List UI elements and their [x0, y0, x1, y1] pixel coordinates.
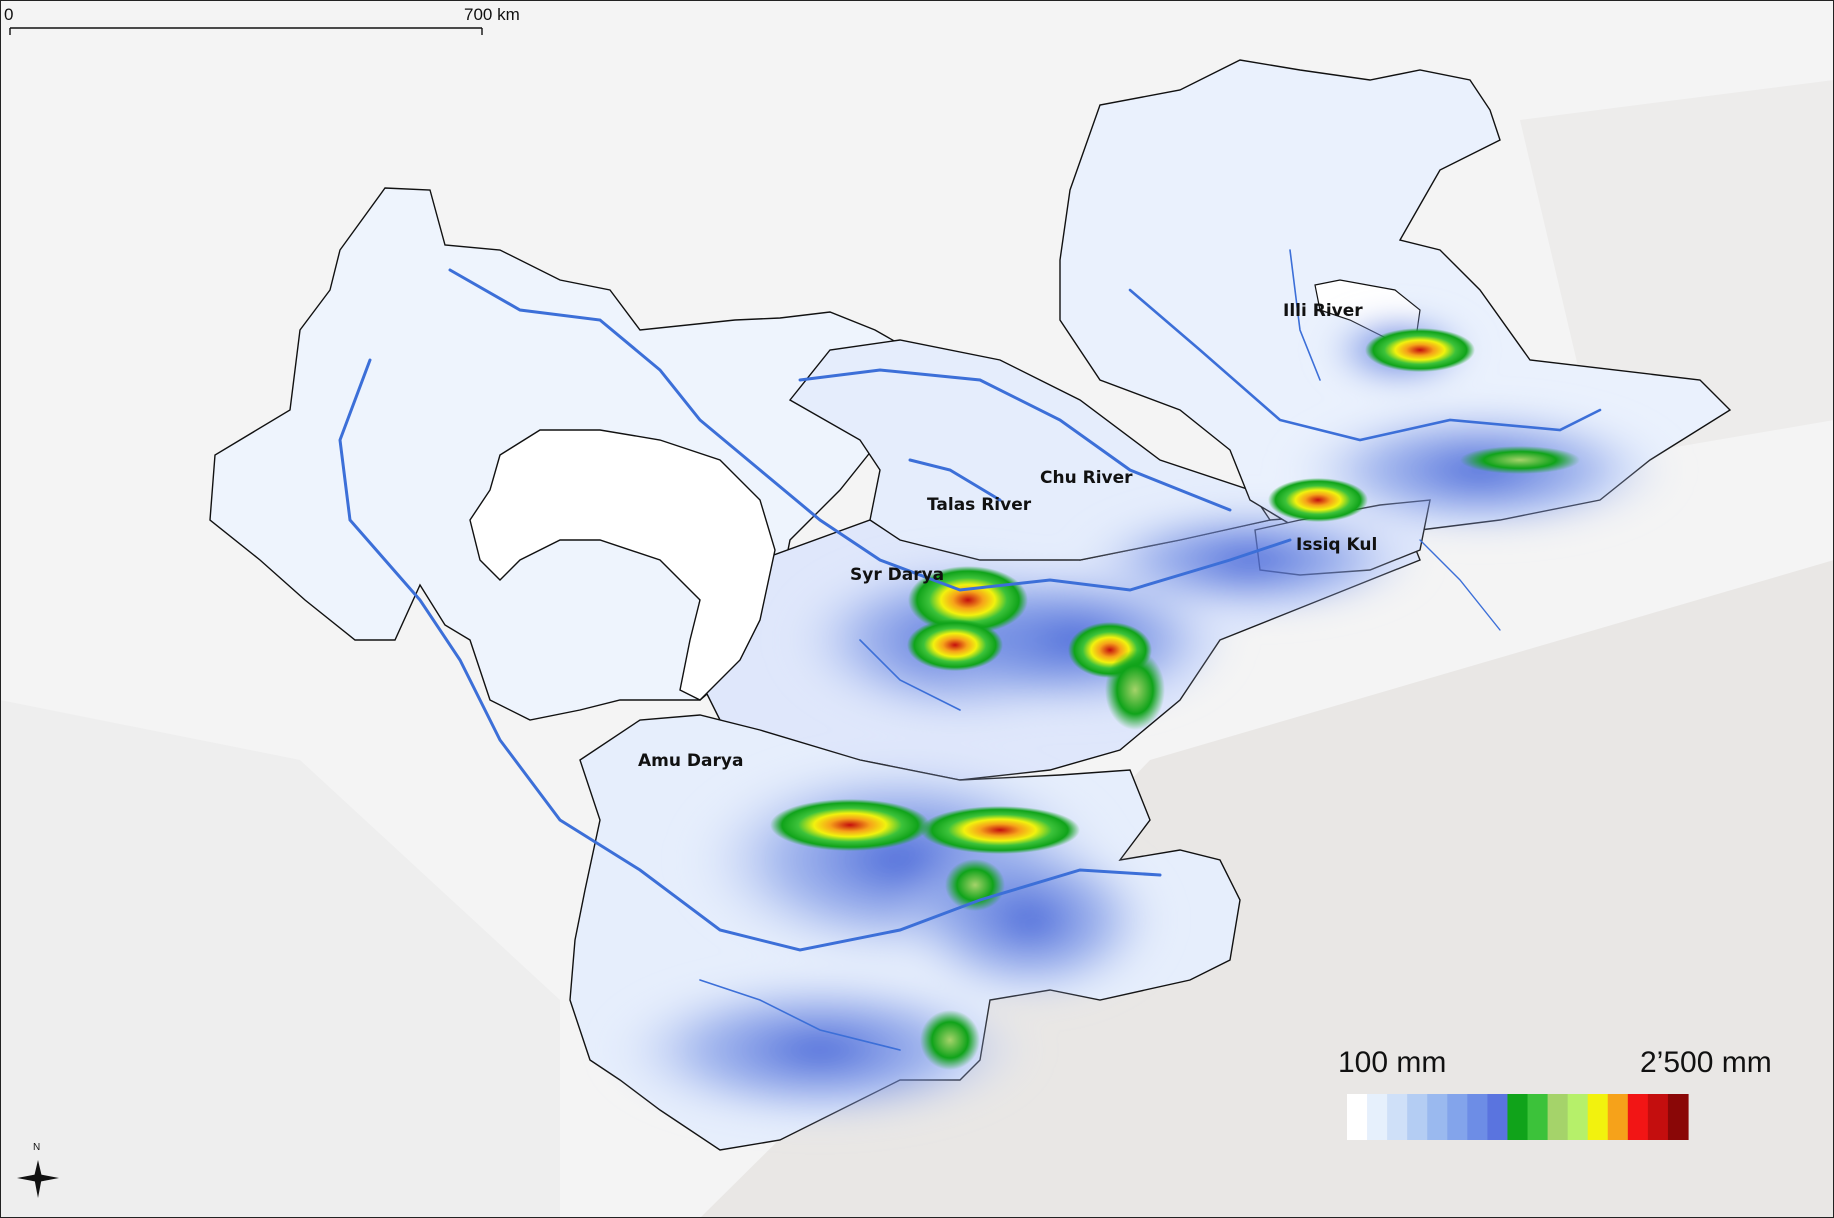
legend-swatch [1347, 1094, 1368, 1140]
chu-river [798, 368, 1232, 512]
label-talas-river: Talas River [927, 495, 1032, 515]
legend: 100 mm 2’500 mm [1338, 1046, 1772, 1140]
legend-swatch [1387, 1094, 1408, 1140]
amu-darya-river [338, 358, 1162, 952]
label-syr-darya: Syr Darya [850, 565, 944, 585]
legend-swatch [1467, 1094, 1489, 1140]
aral-sea-cutout [469, 429, 776, 701]
illi-river [1128, 288, 1602, 442]
legend-swatch [1407, 1094, 1428, 1140]
legend-swatch [1567, 1094, 1589, 1140]
label-illi-river: Illi River [1283, 301, 1363, 321]
legend-swatch [1447, 1094, 1468, 1140]
rivers [338, 249, 1602, 1051]
scale-bar: 0 700 km [4, 5, 520, 35]
north-label: N [33, 1142, 40, 1153]
legend-swatch [1627, 1094, 1649, 1140]
amu-tributary [699, 979, 901, 1051]
scale-start-label: 0 [4, 5, 13, 24]
illi-tributary [1289, 249, 1321, 381]
label-amu-darya: Amu Darya [638, 751, 743, 771]
legend-swatch [1527, 1094, 1549, 1140]
tarim-tributary [1419, 539, 1501, 631]
legend-swatch [1647, 1094, 1669, 1140]
map-labels: Illi River Chu River Talas River Issiq K… [638, 301, 1377, 771]
legend-max-label: 2’500 mm [1640, 1046, 1772, 1079]
legend-swatch [1487, 1094, 1509, 1140]
legend-min-label: 100 mm [1338, 1046, 1446, 1079]
legend-swatch [1607, 1094, 1629, 1140]
north-arrow: N [17, 1142, 59, 1198]
label-chu-river: Chu River [1040, 468, 1133, 488]
compass-star-icon [17, 1160, 59, 1198]
syr-darya-river [448, 268, 1292, 592]
scale-end-label: 700 km [464, 5, 520, 24]
precipitation-highs [770, 328, 1580, 1070]
talas-river [908, 458, 1002, 502]
syr-tributary [859, 639, 961, 711]
legend-color-ramp [1347, 1094, 1689, 1140]
legend-swatch [1547, 1094, 1569, 1140]
legend-swatch [1667, 1094, 1689, 1140]
legend-swatch [1427, 1094, 1448, 1140]
legend-swatch [1507, 1094, 1529, 1140]
legend-swatch [1587, 1094, 1609, 1140]
label-issiq-kul: Issiq Kul [1296, 535, 1377, 555]
legend-swatch [1367, 1094, 1388, 1140]
